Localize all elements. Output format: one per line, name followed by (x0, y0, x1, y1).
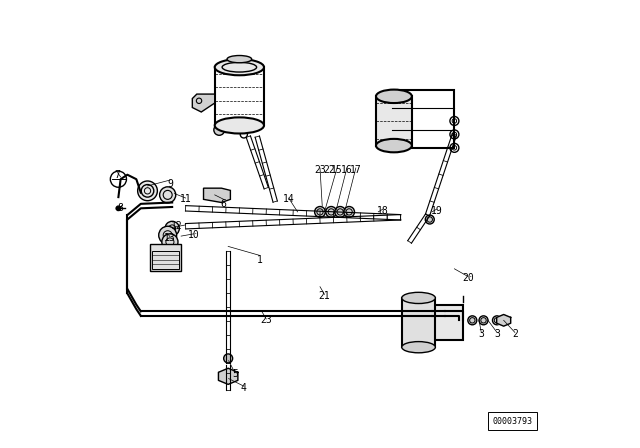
Text: 4: 4 (241, 383, 247, 392)
Text: 8: 8 (118, 203, 124, 213)
Polygon shape (193, 94, 215, 112)
Text: 5: 5 (232, 369, 238, 379)
Text: 10: 10 (188, 230, 200, 240)
Circle shape (116, 206, 121, 211)
Circle shape (479, 316, 488, 325)
Ellipse shape (402, 341, 435, 353)
Text: 11: 11 (180, 194, 191, 204)
Circle shape (165, 221, 179, 236)
Bar (401, 298, 435, 347)
Text: 23: 23 (260, 315, 272, 325)
Circle shape (159, 226, 177, 244)
Text: 19: 19 (431, 206, 442, 215)
Circle shape (344, 207, 355, 217)
Text: 22: 22 (323, 165, 335, 175)
Text: 2: 2 (512, 329, 518, 339)
Ellipse shape (376, 139, 412, 152)
Circle shape (159, 187, 176, 203)
Bar (410, 305, 463, 340)
Polygon shape (497, 314, 511, 326)
Text: 20: 20 (462, 273, 474, 283)
Text: 21: 21 (319, 291, 330, 301)
Bar (488, 412, 538, 430)
Text: 23: 23 (314, 165, 326, 175)
Text: 1: 1 (257, 255, 262, 265)
Text: 3: 3 (494, 329, 500, 339)
Circle shape (315, 207, 325, 217)
Circle shape (493, 316, 502, 325)
Bar (152, 251, 179, 269)
Text: 12: 12 (171, 221, 182, 231)
Text: 9: 9 (167, 179, 173, 189)
Text: 17: 17 (350, 165, 362, 175)
Text: 14: 14 (283, 194, 294, 204)
Circle shape (425, 215, 435, 224)
Bar (392, 90, 454, 148)
Circle shape (224, 354, 233, 363)
Text: 18: 18 (377, 206, 388, 215)
Text: 3: 3 (478, 329, 484, 339)
Text: 13: 13 (164, 233, 176, 243)
Ellipse shape (376, 90, 412, 103)
Ellipse shape (402, 293, 435, 304)
Text: 16: 16 (341, 165, 353, 175)
Ellipse shape (215, 59, 264, 75)
Circle shape (335, 207, 346, 217)
Text: 6: 6 (221, 199, 227, 209)
Circle shape (468, 316, 477, 325)
Text: 7: 7 (115, 170, 120, 180)
Polygon shape (204, 188, 230, 202)
Polygon shape (218, 368, 238, 384)
Bar (215, 67, 264, 125)
Ellipse shape (227, 56, 252, 63)
Ellipse shape (215, 117, 264, 134)
Text: 15: 15 (331, 165, 343, 175)
Circle shape (138, 181, 157, 201)
Circle shape (214, 125, 225, 135)
Circle shape (162, 234, 178, 250)
Bar (150, 244, 181, 271)
Circle shape (326, 207, 337, 217)
Text: 00003793: 00003793 (493, 417, 532, 426)
Bar (376, 96, 412, 146)
